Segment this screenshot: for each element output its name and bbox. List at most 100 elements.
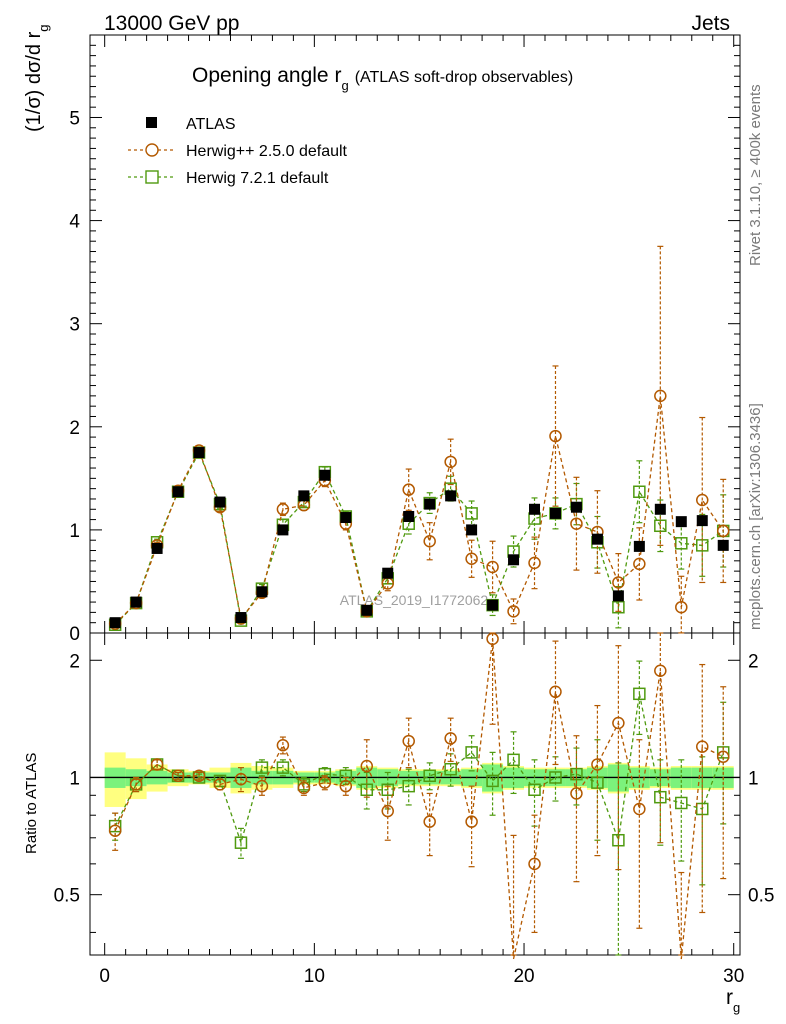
herwigpp-point: [465, 552, 478, 566]
atlas-point: [130, 596, 142, 608]
atlas-point: [403, 510, 415, 522]
herwigpp-point: [486, 560, 499, 574]
atlas-point: [319, 469, 331, 481]
herwigpp-ratio-point: [150, 758, 164, 771]
herwigpp-point: [507, 605, 520, 618]
herwigpp-ratio-point: [591, 758, 604, 771]
herwig7-point: [675, 537, 688, 550]
analysis-watermark: ATLAS_2019_I1772062: [340, 592, 489, 608]
process-label: Jets: [691, 12, 730, 35]
herwigpp-point: [675, 600, 688, 614]
atlas-point: [466, 524, 478, 536]
rivet-version-label: Rivet 3.1.10, ≥ 400k events: [747, 84, 764, 266]
atlas-point: [508, 554, 520, 566]
herwigpp-point: [612, 576, 625, 589]
herwig7-point: [654, 519, 667, 533]
herwig7-point: [612, 600, 625, 614]
atlas-point: [717, 539, 729, 551]
atlas-point: [424, 498, 436, 510]
herwigpp-ratio-point: [360, 759, 374, 773]
atlas-point: [675, 516, 687, 528]
atlas-point: [612, 590, 624, 602]
mcplots-label: mcplots.cern.ch [arXiv:1306.3436]: [747, 403, 764, 630]
herwigpp-ratio-point: [465, 815, 478, 828]
herwig7-point: [633, 485, 646, 498]
x-tick-label: 20: [513, 966, 534, 987]
herwig7-ratio-point: [486, 774, 499, 788]
ratio-y-tick-label: 2: [69, 651, 80, 672]
ratio-y-tick-label-right: 2: [748, 651, 759, 672]
herwigpp-point: [276, 503, 290, 516]
herwigpp-point: [528, 556, 541, 570]
herwigpp-ratio-point: [696, 740, 709, 753]
herwigpp-ratio-point: [381, 804, 394, 818]
herwigpp-ratio-point: [423, 815, 436, 828]
herwigpp-point: [633, 557, 646, 571]
herwig7-point: [465, 507, 478, 520]
atlas-point: [256, 586, 268, 598]
ratio-y-tick-label-right: 1: [748, 768, 759, 789]
herwig7-ratio-point: [444, 762, 457, 776]
herwig7-ratio-point: [318, 767, 332, 781]
axis-ticks: 0 10 20 30 0 1 2 3 4 5 0.5 0.5 1 1 2 2: [54, 35, 774, 987]
herwigpp-ratio-point: [192, 769, 206, 783]
atlas-point: [487, 599, 499, 611]
atlas-point: [151, 542, 163, 554]
atlas-point: [382, 567, 394, 579]
herwigpp-ratio-point: [297, 781, 311, 795]
atlas-point: [298, 490, 310, 502]
herwigpp-ratio-point: [255, 779, 269, 793]
herwigpp-ratio-point: [549, 685, 562, 699]
herwigpp-ratio-point: [633, 802, 646, 816]
atlas-point: [193, 447, 205, 459]
atlas-point: [549, 507, 561, 519]
y-tick-label: 0: [69, 624, 80, 645]
herwigpp-ratio-line: [114, 638, 724, 960]
herwig7-ratio-point: [381, 783, 394, 797]
legend-atlas-marker: [146, 117, 157, 128]
atlas-point: [529, 503, 541, 515]
herwig7-ratio-point: [507, 753, 520, 767]
legend-herwig7-marker: [145, 170, 159, 184]
ratio-y-tick-label: 1: [69, 768, 80, 789]
atlas-point: [277, 524, 289, 536]
herwigpp-ratio-point: [716, 750, 730, 764]
herwigpp-ratio-point: [234, 772, 248, 786]
herwig7-ratio-point: [423, 769, 436, 783]
y-tick-label: 1: [69, 521, 80, 542]
ratio-panel-frame: [89, 632, 741, 956]
herwigpp-point: [423, 534, 436, 548]
legend-herwigpp-marker: [145, 143, 159, 157]
x-axis-label: rg: [726, 986, 740, 1015]
herwig7-ratio-point: [297, 778, 311, 791]
herwigpp-ratio-point: [402, 734, 415, 748]
herwigpp-ratio-point: [213, 778, 227, 791]
atlas-point: [214, 496, 226, 508]
herwigpp-ratio-point: [108, 824, 122, 837]
herwig7-ratio-point: [465, 746, 478, 759]
herwig7-ratio-point: [276, 761, 290, 774]
herwigpp-ratio-point: [528, 857, 541, 871]
data-series: [108, 245, 730, 960]
herwig7-ratio-point: [675, 796, 688, 810]
atlas-point: [591, 533, 603, 545]
herwig7-ratio-point: [234, 836, 248, 849]
herwigpp-line: [114, 395, 724, 625]
x-tick-label: 0: [99, 966, 110, 987]
herwig7-ratio-point: [654, 790, 667, 804]
herwigpp-point: [444, 455, 457, 469]
plot-title: Opening angle rg (ATLAS soft-drop observa…: [192, 64, 573, 93]
legend: ATLAS Herwig++ 2.5.0 default Herwig 7.2.…: [128, 116, 348, 187]
atlas-point: [570, 501, 582, 513]
y-tick-label: 5: [69, 108, 80, 129]
herwigpp-point: [402, 483, 415, 496]
ratio-y-axis-label: Ratio to ATLAS: [23, 753, 40, 854]
atlas-point: [361, 604, 373, 616]
herwigpp-ratio-point: [444, 732, 457, 745]
herwigpp-ratio-point: [318, 776, 332, 789]
atlas-point: [109, 617, 121, 629]
herwig7-ratio-point: [528, 783, 541, 797]
ratio-uncertainty-bands: [90, 752, 740, 807]
herwigpp-ratio-point: [276, 738, 290, 752]
legend-herwigpp-label: Herwig++ 2.5.0 default: [186, 143, 348, 160]
